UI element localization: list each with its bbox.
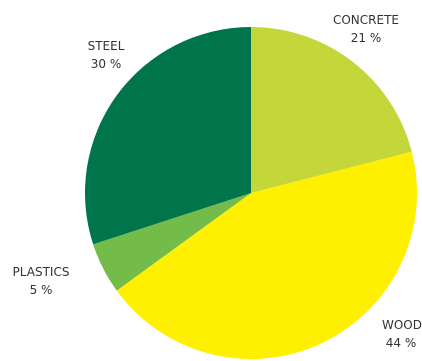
slice-label-plastics: PLASTICS [13,265,70,279]
slice-value-concrete: 21 % [351,31,382,45]
pie-slice-wood [116,151,417,359]
slice-label-concrete: CONCRETE [333,13,399,27]
slice-value-steel: 30 % [91,57,122,71]
slice-label-steel: STEEL [88,39,125,53]
pie-slice-concrete [251,27,412,193]
pie-slice-steel [84,26,252,245]
pie-slices [84,26,417,359]
slice-label-wood: WOOD [382,318,422,332]
slice-value-wood: 44 % [386,336,417,350]
pie-slice-plastics [93,193,252,291]
slice-value-plastics: 5 % [30,283,53,297]
